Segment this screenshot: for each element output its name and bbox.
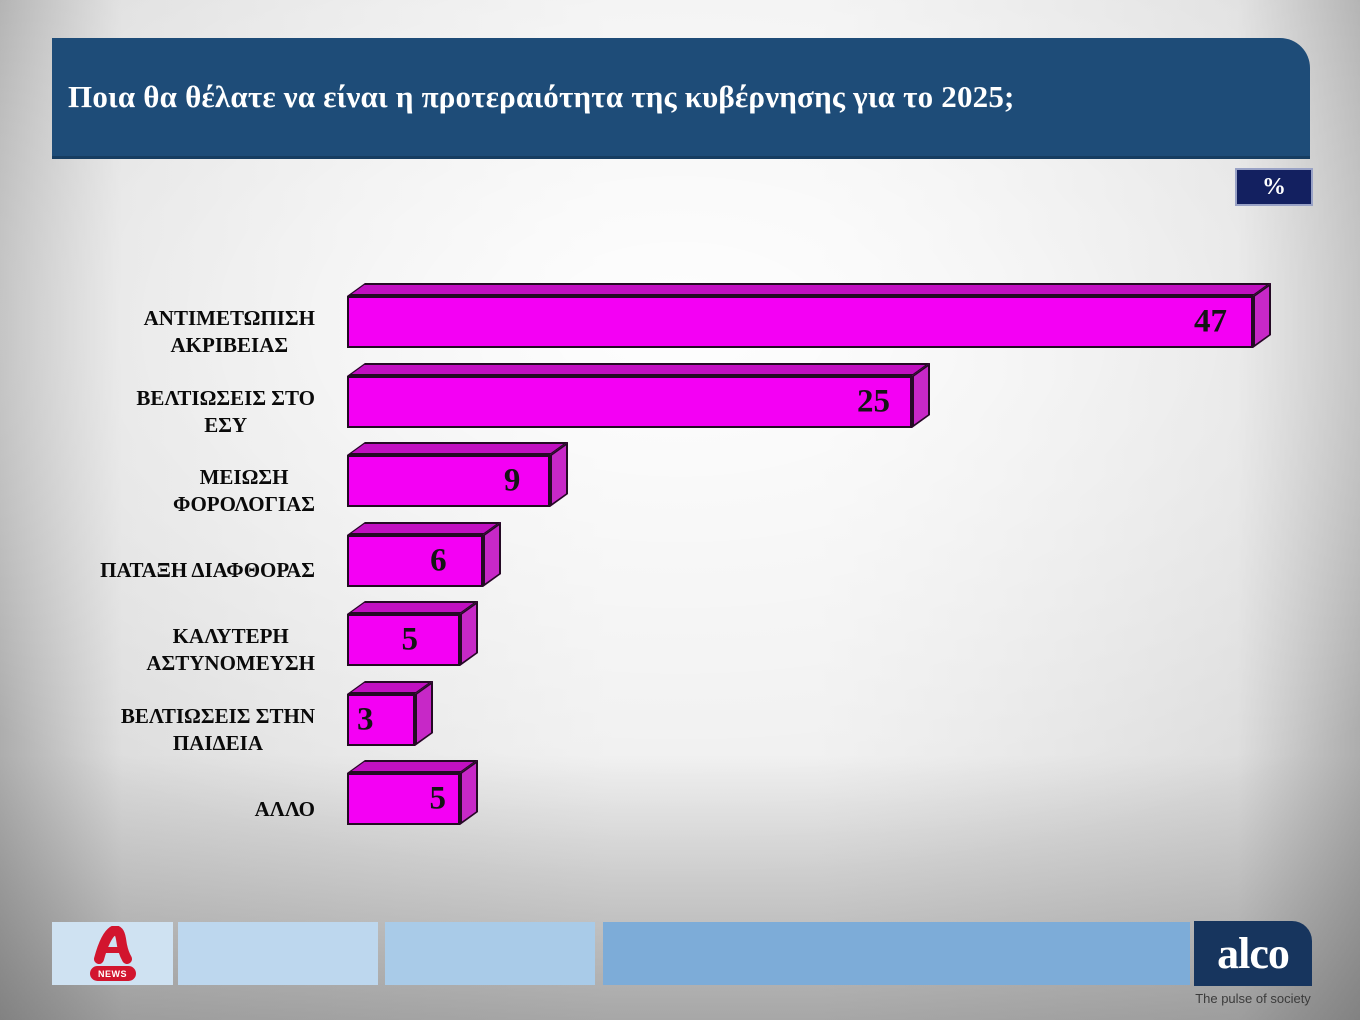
bar-side-face: [550, 442, 569, 507]
bar-front-face: [347, 375, 912, 428]
footer-tile-alpha: NEWS: [52, 922, 173, 985]
bar: 5: [347, 601, 479, 666]
bar-row: ΒΕΛΤΙΩΣΕΙΣ ΣΤΟ ΕΣΥ 25: [56, 362, 1336, 442]
bar-top-face: [347, 601, 479, 614]
question-header: Ποια θα θέλατε να είναι η προτεραιότητα …: [52, 38, 1310, 159]
bar: 47: [347, 283, 1272, 348]
bar-front-face: [347, 773, 460, 825]
footer-tile-2: [178, 922, 378, 985]
footer-tile-4: [603, 922, 1190, 985]
value-label: 9: [503, 462, 521, 499]
bar-front-face: [347, 455, 551, 507]
category-label: ΚΑΛΥΤΕΡΗ ΑΣΤΥΝΟΜΕΥΣΗ: [146, 624, 315, 675]
bar-side-face: [460, 760, 478, 825]
category-label: ΒΕΛΤΙΩΣΕΙΣ ΣΤΗΝ ΠΑΙΔΕΙΑ: [120, 703, 315, 755]
bar-row: ΑΝΤΙΜΕΤΩΠΙΣΗ ΑΚΡΙΒΕΙΑΣ 47: [56, 282, 1336, 362]
bar: 5: [347, 760, 479, 825]
category-label: ΠΑΤΑΞΗ ΔΙΑΦΘΟΡΑΣ: [100, 558, 315, 582]
value-label: 3: [357, 701, 374, 737]
percent-badge: %: [1235, 168, 1313, 206]
bar-side-face: [1253, 283, 1271, 348]
bar-side-face: [460, 601, 478, 666]
bar-top-face: [347, 362, 931, 376]
bar: 25: [347, 362, 931, 428]
bar-front-face: [347, 296, 1253, 348]
category-label: ΒΕΛΤΙΩΣΕΙΣ ΣΤΟ ΕΣΥ: [136, 385, 315, 437]
bar-front-face: [347, 693, 415, 746]
bar-top-face: [347, 760, 479, 773]
question-title: Ποια θα θέλατε να είναι η προτεραιότητα …: [68, 79, 1015, 114]
value-label: 25: [857, 383, 890, 419]
bar: 9: [347, 442, 569, 507]
bar-front-face: [347, 614, 460, 666]
bar-chart: ΑΝΤΙΜΕΤΩΠΙΣΗ ΑΚΡΙΒΕΙΑΣ 47 ΒΕΛΤΙΩΣΕΙΣ ΣΤΟ Ε…: [56, 282, 1336, 839]
alco-logo: alco: [1194, 921, 1312, 986]
category-label: ΑΝΤΙΜΕΤΩΠΙΣΗ ΑΚΡΙΒΕΙΑΣ: [143, 306, 315, 357]
bar-row: ΑΛΛΟ 5: [56, 759, 1336, 839]
bar: 6: [347, 521, 501, 587]
alco-tagline: The pulse of society: [1195, 991, 1311, 1006]
bar-front-face: [347, 534, 483, 587]
alpha-news-logo: NEWS: [89, 926, 136, 981]
alpha-news-badge: NEWS: [89, 966, 136, 981]
value-label: 47: [1194, 303, 1227, 340]
category-label: ΑΛΛΟ: [254, 796, 315, 821]
bar-row: ΚΑΛΥΤΕΡΗ ΑΣΤΥΝΟΜΕΥΣΗ 5: [56, 600, 1336, 680]
bar: 3: [347, 680, 433, 746]
bar-top-face: [347, 442, 569, 455]
bar-row: ΜΕΙΩΣΗ ΦΟΡΟΛΟΓΙΑΣ 9: [56, 441, 1336, 521]
bar-top-face: [347, 283, 1272, 296]
footer-tile-3: [385, 922, 595, 985]
alpha-a-icon: [93, 926, 132, 964]
bar-top-face: [347, 521, 501, 535]
bar-row: ΒΕΛΤΙΩΣΕΙΣ ΣΤΗΝ ΠΑΙΔΕΙΑ 3: [56, 680, 1336, 760]
bar-row: ΠΑΤΑΞΗ ΔΙΑΦΘΟΡΑΣ 6: [56, 521, 1336, 601]
value-label: 5: [401, 621, 419, 658]
category-label: ΜΕΙΩΣΗ ΦΟΡΟΛΟΓΙΑΣ: [173, 465, 315, 516]
value-label: 5: [429, 780, 447, 817]
alco-logo-text: alco: [1217, 928, 1290, 978]
value-label: 6: [430, 542, 447, 578]
